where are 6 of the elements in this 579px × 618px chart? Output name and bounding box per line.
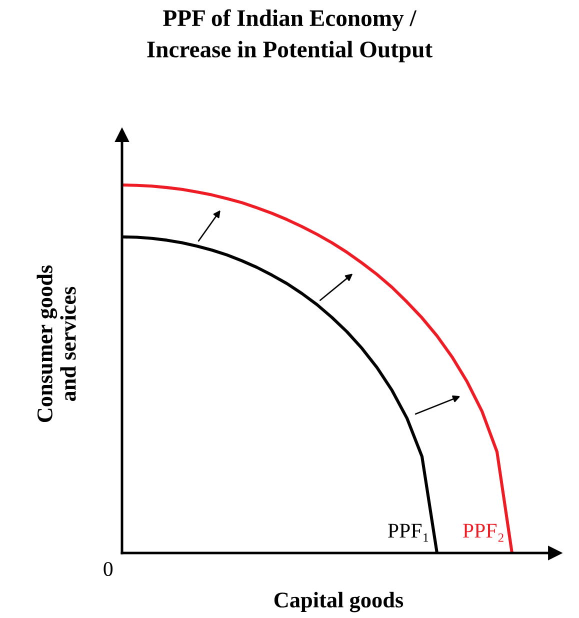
series-label: PPF₁ (388, 524, 428, 542)
y-axis-title: Consumer goods and services (36, 265, 76, 422)
series-label: PPF₂ (463, 524, 504, 542)
text: 0 (104, 562, 113, 576)
chart-title: PPF of Indian Economy / Increase in Potential Output (147, 9, 432, 62)
x-axis-title: Capital goods (274, 592, 404, 612)
